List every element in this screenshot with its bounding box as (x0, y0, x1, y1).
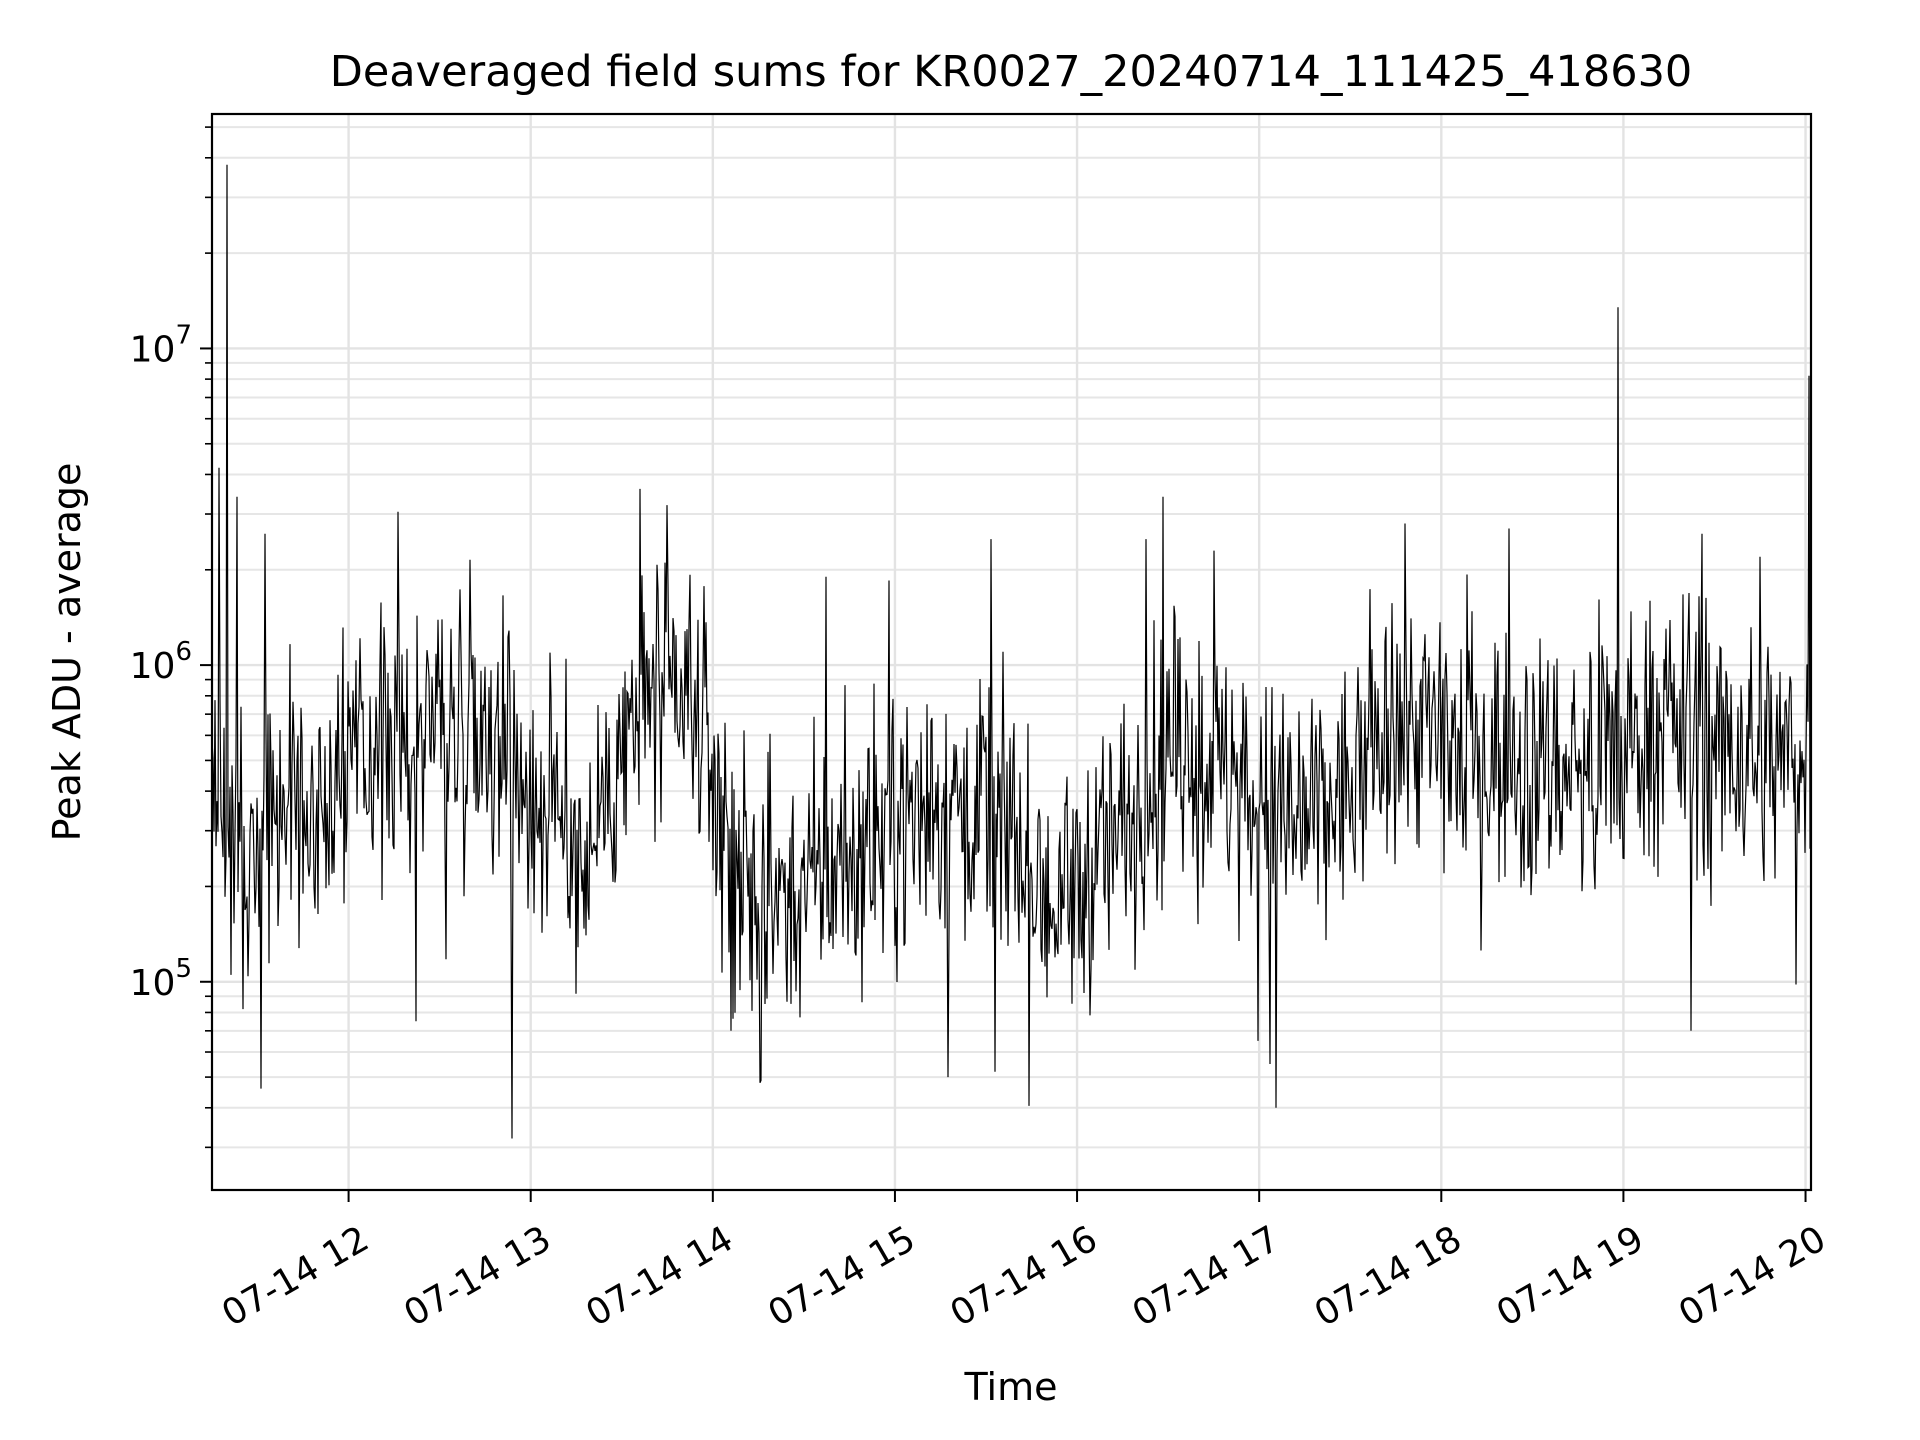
y-tick-base: 10 (130, 329, 176, 370)
y-tick-label: 107 (130, 320, 192, 370)
y-tick-label: 106 (130, 637, 192, 687)
plot-frame (210, 112, 1813, 1192)
ticks-layer (200, 126, 1807, 1202)
series-line (211, 164, 1812, 1139)
x-axis-label: Time (964, 1365, 1058, 1409)
grid-layer (212, 114, 1811, 1190)
y-tick-exponent: 7 (175, 320, 192, 350)
series-layer (211, 164, 1812, 1139)
y-tick-exponent: 6 (175, 637, 192, 667)
y-tick-base: 10 (130, 963, 176, 1004)
y-tick-exponent: 5 (175, 954, 192, 984)
y-tick-label: 105 (130, 954, 192, 1004)
y-tick-base: 10 (130, 646, 176, 687)
chart-title: Deaveraged field sums for KR0027_2024071… (330, 47, 1693, 97)
y-axis-label: Peak ADU - average (45, 463, 89, 842)
